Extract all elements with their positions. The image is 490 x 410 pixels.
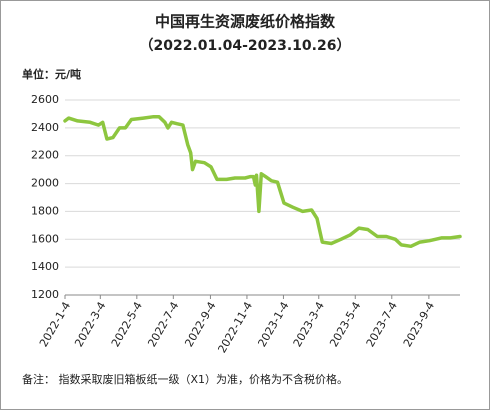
y-tick-label: 2200	[31, 149, 59, 162]
data-line	[63, 114, 462, 249]
x-tick-label: 2023-1-4	[255, 300, 291, 350]
x-tick-label: 2022-5-4	[109, 300, 145, 350]
x-tick-label: 2023-3-4	[291, 300, 327, 350]
y-tick-label: 2400	[31, 121, 59, 134]
x-tick-label: 2023-7-4	[364, 300, 400, 350]
y-tick-label: 1400	[31, 260, 59, 273]
x-tick-label: 2022-3-4	[72, 300, 108, 350]
y-unit: 单位：元/吨	[22, 67, 81, 81]
chart-title: 中国再生资源废纸价格指数	[155, 13, 336, 31]
chart-subtitle: （2022.01.04-2023.10.26）	[140, 38, 351, 54]
note: 备注： 指数采取废旧箱板纸一级（X1）为准，价格为不含税价格。	[22, 372, 348, 386]
x-tick-label: 2022-11-4	[215, 300, 255, 356]
y-tick-label: 2000	[31, 177, 59, 190]
y-tick-label: 1200	[31, 288, 59, 301]
x-tick-label: 2022-1-4	[37, 300, 73, 350]
x-tick-label: 2023-9-4	[401, 300, 437, 350]
x-tick-label: 2022-7-4	[145, 300, 181, 350]
x-tick-label: 2023-5-4	[327, 300, 363, 350]
y-tick-label: 2600	[31, 93, 59, 106]
x-tick-label: 2022-9-4	[182, 300, 218, 350]
y-tick-label: 1800	[31, 204, 59, 217]
y-tick-label: 1600	[31, 232, 59, 245]
